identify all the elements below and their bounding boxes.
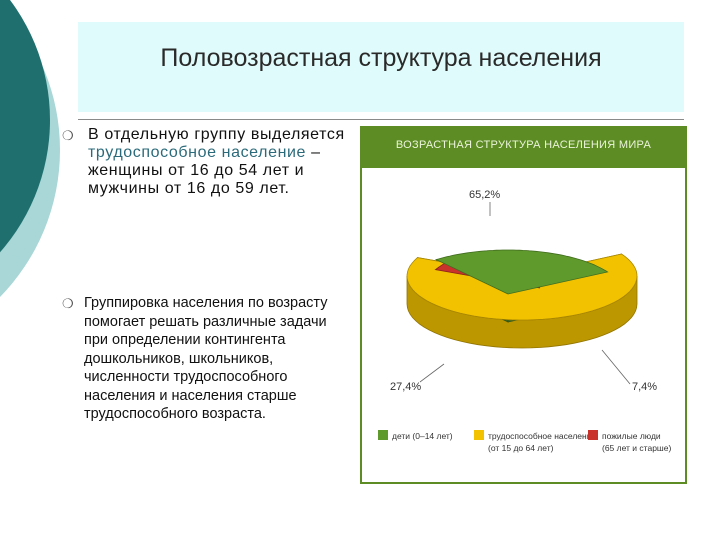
chart-header: ВОЗРАСТНАЯ СТРУКТУРА НАСЕЛЕНИЯ МИРА bbox=[362, 126, 685, 168]
legend-sublabel-1: (от 15 до 64 лет) bbox=[488, 443, 554, 453]
pie-chart: 65,2% 7,4% 27,4% дети (0–14 лет) трудоспособ… bbox=[378, 189, 671, 453]
legend-sublabel-2: (65 лет и старше) bbox=[602, 443, 671, 453]
paragraph-1-text-end: – женщины от 16 до 54 лет и мужчины от 1… bbox=[88, 144, 321, 197]
decorative-circles bbox=[0, 0, 60, 297]
bullet-paragraph-1: В отдельную группу выделяется трудоспосо… bbox=[88, 126, 368, 198]
leader-line-2 bbox=[419, 363, 445, 383]
value-label-2: 27,4% bbox=[390, 381, 421, 393]
page-title: Половозрастная структура населения bbox=[160, 44, 602, 72]
legend-swatch-0 bbox=[378, 430, 388, 440]
bullet-icon: ❍ bbox=[62, 128, 74, 143]
legend-label-0: дети (0–14 лет) bbox=[392, 431, 453, 441]
chart-panel: ВОЗРАСТНАЯ СТРУКТУРА НАСЕЛЕНИЯ МИРА 65,2… bbox=[360, 126, 687, 484]
divider bbox=[78, 119, 684, 120]
leader-line-1 bbox=[601, 349, 631, 385]
pie-slice-2 bbox=[435, 249, 609, 295]
paragraph-1-highlight: трудоспособное население bbox=[88, 144, 307, 161]
legend-swatch-1 bbox=[474, 430, 484, 440]
bullet-icon: ❍ bbox=[62, 296, 74, 311]
legend-label-1: трудоспособное население bbox=[488, 431, 596, 441]
chart-title: ВОЗРАСТНАЯ СТРУКТУРА НАСЕЛЕНИЯ МИРА bbox=[395, 139, 652, 151]
paragraph-1-text: В отдельную группу выделяется bbox=[88, 126, 345, 143]
legend-swatch-2 bbox=[588, 430, 598, 440]
title-box: Половозрастная структура населения bbox=[78, 22, 684, 112]
legend-label-2: пожилые люди bbox=[602, 431, 661, 441]
bullet-paragraph-2: Группировка населения по возрасту помога… bbox=[84, 295, 328, 422]
value-label-0: 65,2% bbox=[469, 189, 500, 201]
value-label-1: 7,4% bbox=[632, 381, 657, 393]
